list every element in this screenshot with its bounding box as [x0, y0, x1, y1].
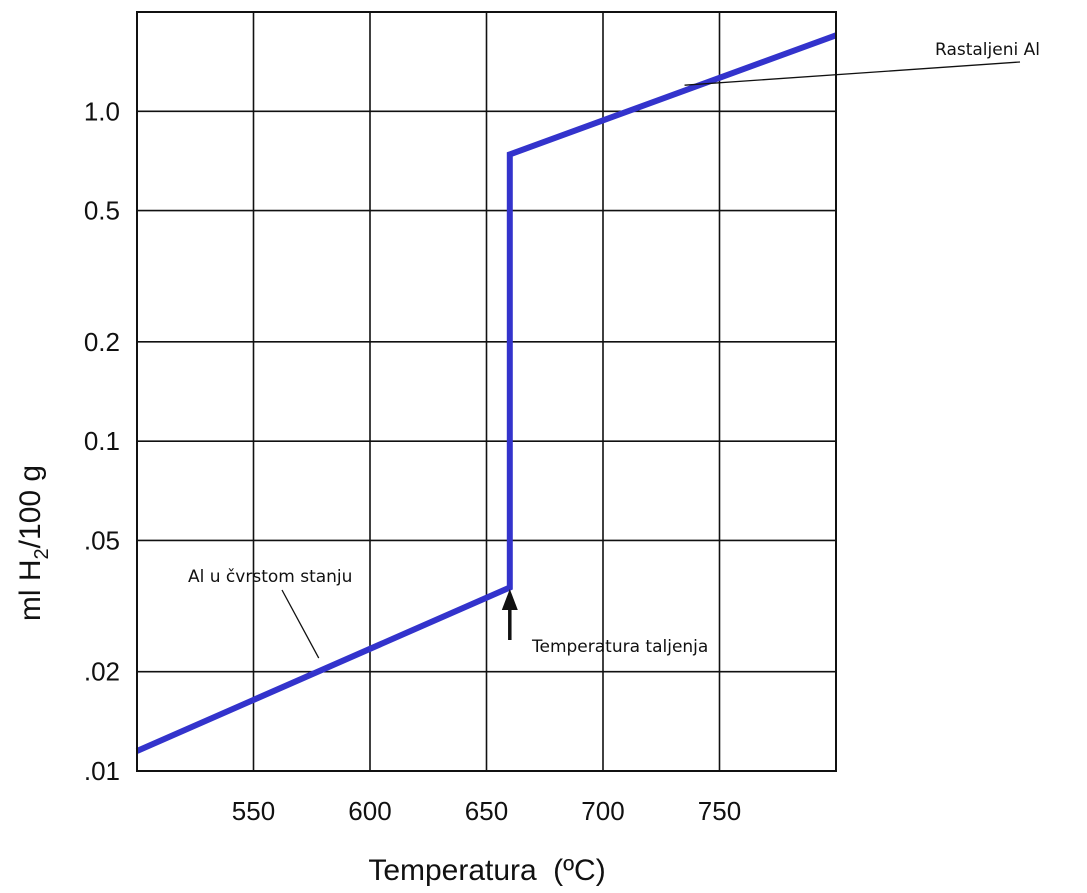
y-axis-title-prefix: ml H [14, 559, 47, 621]
annotation-melting-temperature: Temperatura taljenja [531, 637, 708, 657]
x-tick-label: 650 [465, 796, 508, 826]
x-axis-title-unit: (ºC) [553, 854, 606, 887]
melting-arrow-head [501, 589, 518, 610]
annotation-solid-leader [281, 589, 320, 659]
x-tick-label: 750 [698, 796, 741, 826]
y-axis-title-subscript: 2 [31, 548, 53, 559]
series-line [135, 32, 838, 754]
x-tick-labels: 550 600 650 700 750 [232, 796, 741, 826]
y-tick-labels: .01 .02 .05 0.1 0.2 0.5 1.0 [84, 96, 120, 786]
annotations: Rastaljeni Al Al u čvrstom stanju Temper… [188, 40, 1040, 659]
y-tick-label: 1.0 [84, 96, 120, 126]
x-tick-label: 600 [348, 796, 391, 826]
x-tick-label: 700 [581, 796, 624, 826]
y-axis-title-suffix: /100 g [14, 465, 47, 548]
y-tick-label: .02 [84, 657, 120, 687]
x-tick-label: 550 [232, 796, 275, 826]
x-axis-title-main: Temperatura [368, 854, 537, 887]
grid [137, 12, 836, 771]
y-tick-label: 0.1 [84, 426, 120, 456]
y-tick-label: .01 [84, 756, 120, 786]
annotation-solid-al: Al u čvrstom stanju [188, 567, 352, 587]
x-axis-title: Temperatura (ºC) [368, 854, 605, 887]
y-axis-title: ml H2/100 g [14, 465, 53, 621]
y-tick-label: 0.2 [84, 327, 120, 357]
series [135, 32, 838, 754]
plot-frame [136, 11, 837, 772]
annotation-molten-leader [684, 61, 1021, 86]
melting-point-arrow [501, 589, 518, 640]
y-tick-label: .05 [84, 525, 120, 555]
annotation-molten-al: Rastaljeni Al [935, 40, 1040, 60]
y-tick-label: 0.5 [84, 196, 120, 226]
